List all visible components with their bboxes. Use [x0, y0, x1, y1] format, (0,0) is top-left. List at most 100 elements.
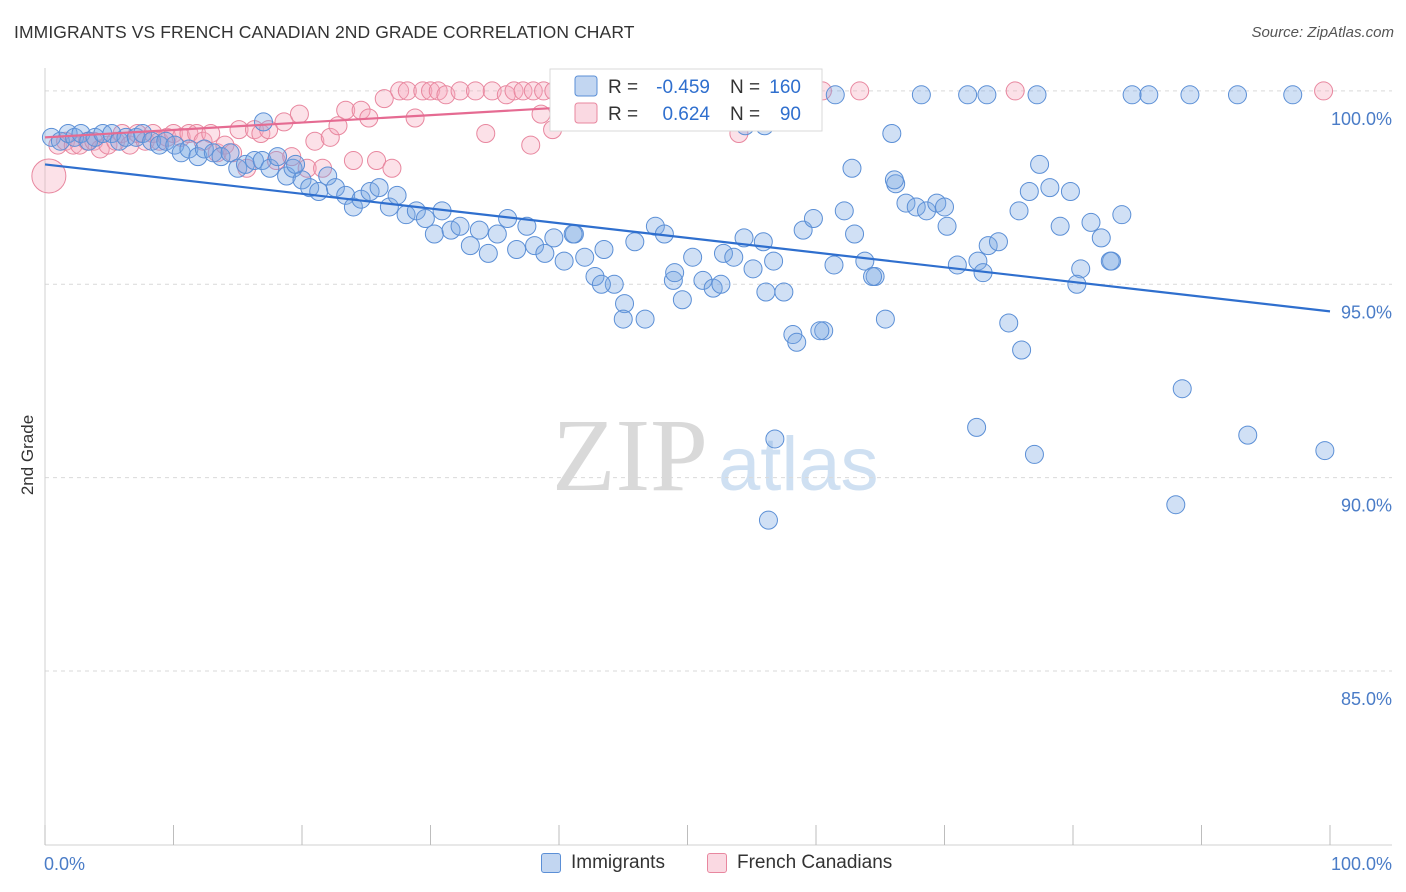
gridlines — [45, 90, 1392, 672]
point-immigrants — [260, 158, 280, 178]
point-immigrants — [1283, 85, 1303, 105]
point-immigrants — [1139, 85, 1159, 105]
point-immigrants — [1172, 379, 1192, 399]
chart-title: IMMIGRANTS VS FRENCH CANADIAN 2ND GRADE … — [14, 22, 635, 42]
point-immigrants — [711, 274, 731, 294]
point-immigrants — [591, 274, 611, 294]
point-immigrants — [1040, 178, 1060, 198]
legend-swatch-french — [574, 102, 598, 124]
point-immigrants — [1227, 85, 1247, 105]
point-french-canadians — [397, 81, 417, 101]
legend-label-french-canadians: French Canadians — [737, 852, 893, 873]
point-immigrants — [947, 255, 967, 275]
x-tick-label-left: 0.0% — [44, 854, 85, 874]
point-immigrants — [1071, 259, 1091, 279]
point-french-canadians — [405, 108, 425, 128]
point-immigrants — [824, 255, 844, 275]
point-immigrants — [693, 270, 713, 290]
point-immigrants — [1238, 425, 1258, 445]
legend-n-label-1: N = — [730, 77, 760, 98]
point-french-canadians — [305, 131, 325, 151]
point-immigrants — [1166, 495, 1186, 515]
point-immigrants — [71, 123, 91, 143]
point-french-canadians — [421, 81, 440, 101]
point-immigrants — [424, 224, 444, 244]
point-immigrants — [1100, 251, 1120, 271]
point-immigrants — [764, 251, 784, 271]
point-immigrants — [882, 123, 902, 143]
point-immigrants — [517, 216, 537, 236]
legend-r-value-1: -0.459 — [656, 77, 710, 98]
point-immigrants — [615, 294, 635, 314]
point-immigrants — [594, 239, 614, 259]
point-french-canadians — [367, 151, 387, 171]
point-immigrants — [487, 224, 507, 244]
point-immigrants — [244, 151, 264, 171]
point-french-canadians — [413, 81, 433, 101]
tick-labels: 100.0% 95.0% 90.0% 85.0% 0.0% 100.0% — [44, 109, 1392, 874]
point-immigrants — [977, 85, 997, 105]
point-french-canadians — [274, 112, 294, 132]
point-immigrants — [1122, 85, 1142, 105]
point-french-canadians — [465, 81, 485, 101]
legend-box — [549, 68, 823, 132]
y-tick-label: 85.0% — [1341, 689, 1392, 709]
point-french-canadians — [513, 81, 533, 101]
point-immigrants — [1024, 444, 1044, 464]
point-immigrants — [774, 282, 794, 302]
point-immigrants — [845, 224, 865, 244]
point-french-canadians — [850, 81, 870, 101]
point-immigrants — [988, 232, 1008, 252]
point-immigrants — [535, 243, 555, 263]
point-immigrants — [478, 243, 498, 263]
point-immigrants — [469, 220, 489, 240]
point-immigrants — [507, 239, 527, 259]
point-immigrants — [188, 147, 208, 167]
point-french-canadians — [482, 81, 502, 101]
point-immigrants — [743, 259, 763, 279]
point-french-canadians — [320, 127, 340, 147]
point-immigrants — [253, 112, 273, 132]
point-immigrants — [734, 228, 754, 248]
y-tick-label: 95.0% — [1341, 302, 1392, 322]
correlation-legend: R = -0.459 N = 160 R = 0.624 N = 90 — [549, 68, 823, 132]
point-french-canadians — [521, 135, 541, 155]
point-french-canadians — [523, 81, 543, 101]
point-immigrants — [906, 197, 926, 217]
point-immigrants — [978, 236, 998, 256]
point-immigrants — [825, 85, 845, 105]
point-immigrants — [450, 216, 470, 236]
legend-item-immigrants[interactable]: Immigrants — [541, 852, 665, 874]
point-immigrants — [554, 251, 574, 271]
legend-n-value-2: 90 — [780, 104, 801, 125]
point-french-canadians — [382, 158, 402, 178]
point-immigrants — [1180, 85, 1200, 105]
point-immigrants — [625, 232, 645, 252]
point-immigrants — [635, 309, 655, 329]
legend-label-immigrants: Immigrants — [571, 852, 665, 873]
point-immigrants — [575, 247, 595, 267]
y-tick-label: 90.0% — [1341, 496, 1392, 516]
point-immigrants — [958, 85, 978, 105]
legend-item-french-canadians[interactable]: French Canadians — [707, 852, 892, 874]
point-immigrants — [387, 185, 407, 205]
point-immigrants — [672, 290, 692, 310]
point-immigrants — [1067, 274, 1087, 294]
point-immigrants — [787, 332, 807, 352]
point-immigrants — [884, 170, 904, 190]
point-immigrants — [165, 135, 185, 155]
point-immigrants — [369, 178, 389, 198]
point-french-canadians — [450, 81, 470, 101]
point-immigrants — [1019, 181, 1039, 201]
point-immigrants — [896, 193, 916, 213]
point-immigrants — [834, 201, 854, 221]
point-immigrants — [1112, 205, 1132, 225]
point-french-canadians — [289, 104, 309, 124]
point-immigrants — [663, 270, 683, 290]
point-french-canadians — [31, 158, 67, 194]
point-immigrants — [765, 429, 785, 449]
point-immigrants — [544, 228, 564, 248]
legend-n-label-2: N = — [730, 104, 760, 125]
point-immigrants — [842, 158, 862, 178]
